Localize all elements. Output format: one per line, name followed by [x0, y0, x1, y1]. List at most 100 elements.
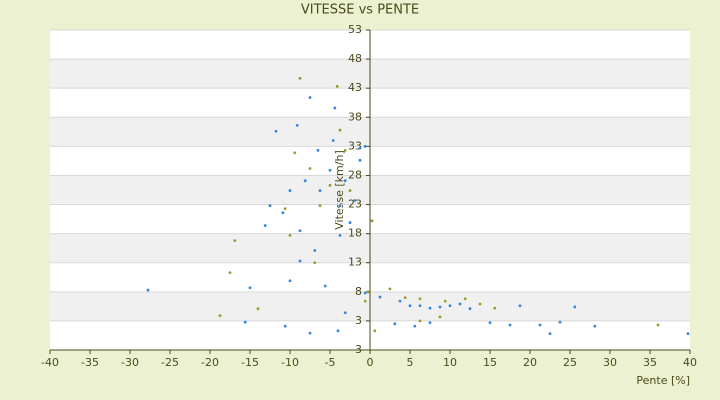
scatter-point [343, 311, 347, 315]
y-axis-title: Vitesse [km/h] [333, 150, 346, 230]
scatter-point [323, 284, 327, 288]
x-tick-label: 35 [643, 356, 657, 369]
scatter-point [463, 297, 467, 301]
scatter-point [283, 324, 287, 328]
y-tick-label: 8 [355, 285, 362, 298]
y-tick-label: 48 [348, 52, 362, 65]
y-tick-label: 28 [348, 168, 362, 181]
scatter-point [298, 229, 302, 233]
scatter-point [281, 211, 285, 215]
x-tick-label: 20 [523, 356, 537, 369]
x-tick-label: 30 [603, 356, 617, 369]
scatter-point [313, 261, 317, 265]
scatter-point [233, 239, 237, 243]
chart-title: VITESSE vs PENTE [301, 3, 419, 18]
scatter-point [656, 323, 660, 327]
scatter-point [348, 189, 352, 192]
x-tick-label: -30 [121, 356, 139, 369]
y-tick-label: 43 [348, 81, 362, 94]
scatter-point [248, 286, 252, 290]
scatter-point [343, 149, 347, 152]
scatter-point [373, 329, 377, 333]
y-tick-label: 18 [348, 227, 362, 240]
scatter-point [308, 167, 312, 170]
scatter-point [686, 332, 690, 336]
y-tick-label: 13 [348, 256, 362, 269]
scatter-point [443, 299, 447, 303]
scatter-point [378, 295, 382, 299]
scatter-point [508, 323, 512, 327]
scatter-point [308, 96, 312, 99]
scatter-point [336, 329, 340, 333]
scatter-point [338, 128, 342, 132]
scatter-point [316, 149, 320, 152]
scatter-point [428, 321, 432, 325]
scatter-point [363, 291, 367, 295]
x-tick-label: 10 [443, 356, 457, 369]
scatter-point [333, 106, 337, 110]
scatter-point [493, 306, 497, 310]
scatter-point [295, 124, 299, 127]
x-tick-label: -25 [161, 356, 179, 369]
scatter-point [283, 207, 287, 211]
scatter-point [243, 320, 247, 324]
x-tick-label: 0 [367, 356, 374, 369]
x-tick-label: -15 [241, 356, 259, 369]
scatter-point [363, 299, 367, 303]
scatter-point [263, 224, 267, 227]
scatter-point [393, 322, 397, 326]
scatter-point [428, 306, 432, 310]
scatter-point [518, 304, 522, 308]
scatter-point [228, 271, 232, 275]
scatter-point [548, 332, 552, 336]
scatter-point [318, 189, 322, 192]
x-tick-label: -10 [281, 356, 299, 369]
scatter-point [366, 290, 370, 294]
scatter-point [593, 324, 597, 328]
scatter-point [328, 183, 332, 187]
y-tick-label: 3 [355, 314, 362, 327]
scatter-point [413, 324, 417, 328]
x-tick-label: -40 [41, 356, 59, 369]
scatter-point [303, 179, 307, 183]
scatter-point [293, 151, 297, 155]
scatter-point [558, 320, 562, 324]
scatter-point [398, 299, 402, 303]
scatter-point [388, 287, 392, 291]
scatter-point [256, 307, 260, 311]
scatter-point [274, 129, 278, 133]
y-tick-label: 33 [348, 139, 362, 152]
scatter-point [335, 85, 339, 88]
scatter-point [338, 233, 342, 237]
scatter-point [438, 315, 442, 319]
scatter-point [418, 304, 422, 308]
x-tick-label: -35 [81, 356, 99, 369]
y-tick-label: 23 [348, 198, 362, 211]
scatter-point [268, 204, 272, 208]
scatter-point [358, 146, 362, 150]
scatter-point [478, 302, 482, 306]
scatter-point [288, 233, 292, 237]
scatter-point [538, 323, 542, 327]
x-tick-label: 40 [683, 356, 697, 369]
scatter-point [343, 179, 347, 183]
scatter-point [358, 158, 362, 162]
scatter-point [328, 168, 332, 172]
scatter-point [338, 204, 342, 208]
scatter-point [370, 219, 374, 223]
scatter-point [363, 144, 367, 148]
scatter-point [418, 297, 422, 301]
scatter-point [146, 288, 150, 292]
scatter-point [458, 302, 462, 306]
scatter-point [353, 199, 357, 202]
x-axis-title: Pente [%] [636, 374, 690, 387]
y-tick-label: 53 [348, 23, 362, 36]
scatter-point [288, 189, 292, 192]
scatter-point [468, 307, 472, 311]
scatter-point [298, 259, 302, 263]
scatter-point [403, 296, 407, 300]
y-tick-label: 38 [348, 110, 362, 123]
scatter-point [313, 249, 317, 252]
scatter-point [331, 139, 335, 142]
